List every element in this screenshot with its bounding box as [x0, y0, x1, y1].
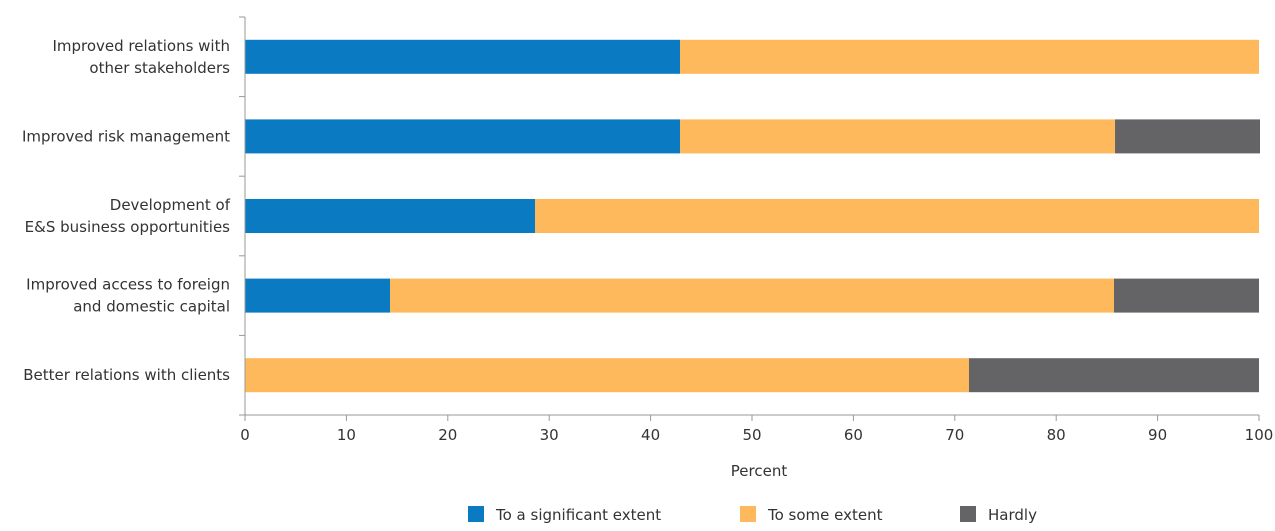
bar-segment [245, 278, 391, 313]
legend-label: To some extent [767, 506, 883, 524]
x-axis-title: Percent [731, 462, 788, 480]
legend-label: To a significant extent [495, 506, 661, 524]
bar-segment [1115, 119, 1261, 154]
x-tick-label: 90 [1148, 426, 1167, 444]
bar-segment [245, 119, 681, 154]
category-label: and domestic capital [73, 298, 230, 316]
bar-segment [1113, 278, 1259, 313]
x-tick-label: 30 [540, 426, 559, 444]
legend-swatch [468, 506, 484, 522]
legend-swatch [960, 506, 976, 522]
x-tick-label: 100 [1245, 426, 1274, 444]
bar-segment [535, 199, 1259, 233]
x-tick-label: 20 [438, 426, 457, 444]
bar-segment [245, 199, 536, 233]
category-label: Better relations with clients [23, 366, 230, 384]
category-label: other stakeholders [89, 59, 230, 77]
bar-segment [245, 39, 681, 74]
legend-swatch [740, 506, 756, 522]
x-tick-label: 60 [844, 426, 863, 444]
x-tick-label: 40 [641, 426, 660, 444]
x-tick-label: 50 [742, 426, 761, 444]
x-tick-label: 70 [945, 426, 964, 444]
category-label: E&S business opportunities [25, 218, 231, 236]
category-label: Improved access to foreign [26, 276, 230, 294]
category-label: Improved relations with [52, 37, 230, 55]
bar-segment [680, 39, 1259, 74]
category-label: Development of [110, 196, 231, 214]
x-tick-label: 80 [1047, 426, 1066, 444]
bar-segment [680, 119, 1116, 154]
x-tick-label: 0 [240, 426, 250, 444]
category-label: Improved risk management [22, 127, 230, 145]
x-tick-label: 10 [337, 426, 356, 444]
bar-segment [968, 358, 1259, 393]
bar-segment [390, 278, 1114, 313]
legend-label: Hardly [988, 506, 1037, 524]
bar-segment [245, 358, 969, 393]
